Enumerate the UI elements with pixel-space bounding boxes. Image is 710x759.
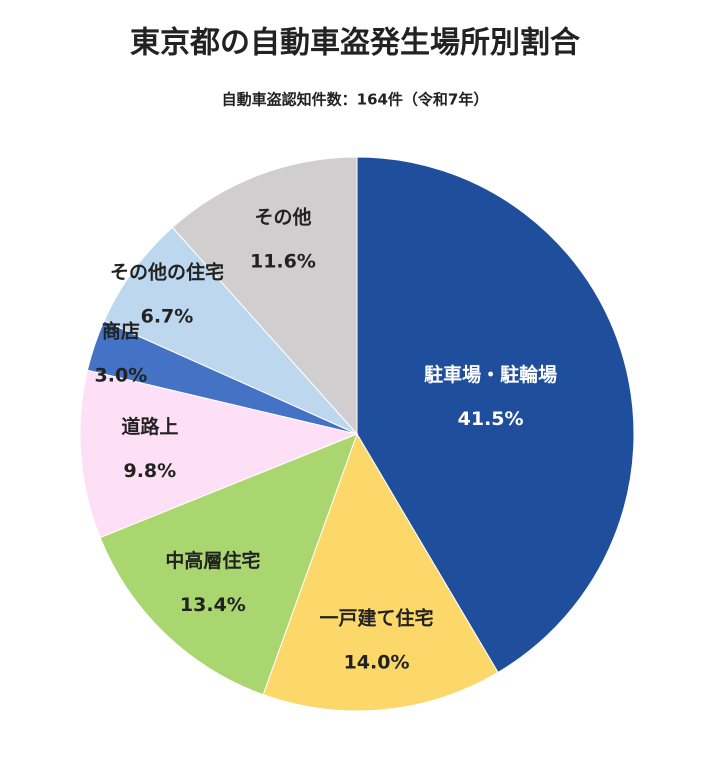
slice-value-label: 3.0%	[95, 364, 148, 386]
chart-subtitle: 自動車盗認知件数：164件（令和7年）	[222, 91, 489, 109]
slice-label: 道路上	[121, 415, 178, 438]
pie-slice	[356, 156, 635, 674]
slice-label: 中高層住宅	[165, 549, 260, 572]
slice-value-label: 13.4%	[180, 594, 246, 616]
slice-value-label: 9.8%	[123, 460, 176, 482]
chart-title: 東京都の自動車盗発生場所別割合	[130, 26, 580, 61]
slice-label: 商店	[102, 319, 140, 342]
slice-label: その他の住宅	[110, 261, 224, 284]
slice-label: 駐車場・駐輪場	[424, 363, 557, 386]
pie-slice	[262, 432, 499, 712]
slice-label: 一戸建て住宅	[320, 606, 434, 629]
slice-value-label: 14.0%	[344, 651, 410, 673]
slice-value-label: 6.7%	[141, 306, 194, 328]
pie-slice	[103, 226, 358, 435]
slice-value-label: 11.6%	[250, 250, 316, 272]
pie-slice	[79, 369, 359, 539]
slice-label: その他	[254, 205, 311, 228]
slice-value-label: 41.5%	[458, 408, 524, 430]
pie-slice	[99, 433, 358, 696]
pie-slice	[171, 156, 358, 436]
